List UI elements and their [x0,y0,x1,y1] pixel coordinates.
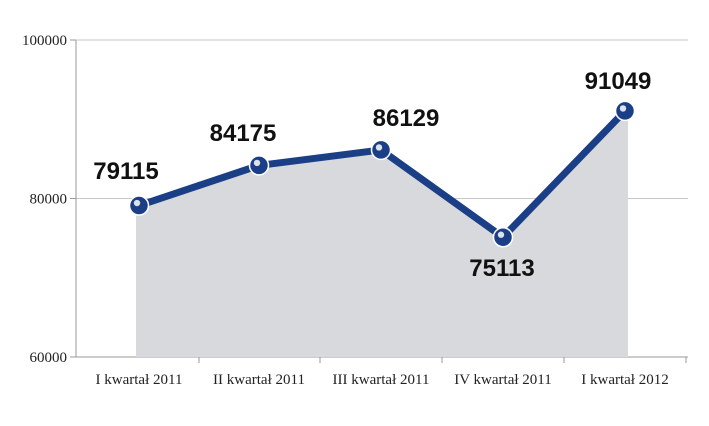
x-tick-label: I kwartał 2012 [581,372,668,388]
x-axis-labels: I kwartał 2011 II kwartał 2011 III kwartał… [96,372,669,388]
data-label-3: 86129 [373,105,440,132]
y-tick-label: 100000 [22,33,67,49]
data-label-5: 91049 [585,68,652,95]
x-tick-label: II kwartał 2011 [213,372,305,388]
y-tick-label: 80000 [30,192,68,208]
data-point-1 [128,195,150,216]
data-label-4: 75113 [469,255,534,282]
data-point-2 [248,155,270,176]
x-tick-label: III kwartał 2011 [333,372,430,388]
data-point-4 [492,226,514,248]
data-points [128,100,636,248]
data-label-2: 84175 [210,120,277,147]
data-point-3 [370,139,392,161]
x-tick-label: I kwartał 2011 [96,372,183,388]
y-axis-labels: 60000 80000 100000 [22,33,67,366]
data-labels: 79115 84175 86129 75113 91049 [93,68,651,282]
data-point-5 [614,100,636,122]
data-label-1: 79115 [93,158,158,185]
x-tick-label: IV kwartał 2011 [454,372,551,388]
y-tick-label: 60000 [30,350,68,366]
